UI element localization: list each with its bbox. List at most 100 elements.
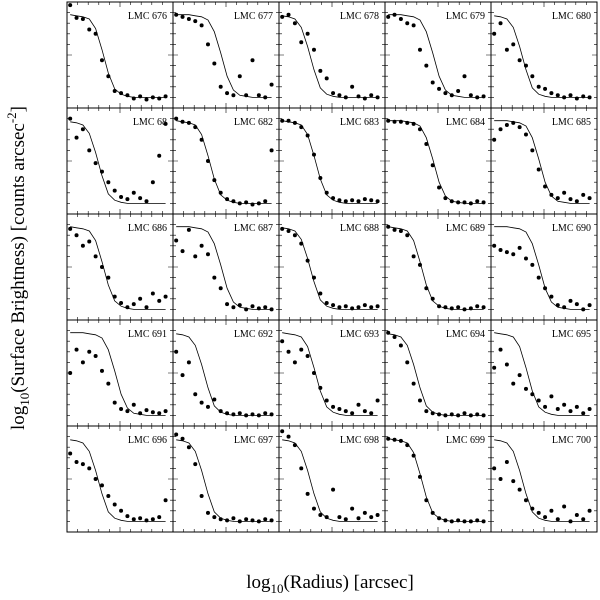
frame-tick bbox=[385, 214, 491, 320]
data-point bbox=[343, 95, 348, 100]
frame-tick bbox=[279, 2, 385, 108]
data-point bbox=[138, 94, 143, 99]
frame-tick bbox=[491, 214, 597, 320]
frame-tick bbox=[173, 426, 279, 532]
data-point bbox=[244, 413, 249, 418]
data-point bbox=[456, 518, 461, 523]
data-point bbox=[392, 12, 397, 17]
data-point bbox=[587, 95, 592, 100]
frame-tick bbox=[173, 426, 279, 532]
data-point bbox=[305, 258, 310, 263]
frame-tick bbox=[173, 320, 279, 426]
frame-tick bbox=[385, 214, 491, 320]
data-point bbox=[237, 519, 242, 524]
data-point bbox=[212, 397, 217, 402]
frame-tick bbox=[279, 108, 385, 214]
frame-tick bbox=[279, 426, 385, 532]
data-point bbox=[574, 513, 579, 518]
data-point bbox=[411, 453, 416, 458]
data-point bbox=[392, 227, 397, 232]
frame-tick bbox=[67, 426, 173, 532]
data-point bbox=[398, 119, 403, 124]
data-point bbox=[498, 477, 503, 481]
data-point bbox=[256, 413, 261, 418]
data-point bbox=[299, 40, 304, 45]
frame-tick bbox=[279, 214, 385, 320]
frame-tick bbox=[279, 320, 385, 426]
frame-tick bbox=[385, 2, 491, 108]
data-point bbox=[411, 254, 416, 259]
frame-tick bbox=[279, 320, 385, 426]
data-point bbox=[475, 304, 480, 309]
panel-title: LMC 686 bbox=[128, 223, 167, 234]
model-curve bbox=[282, 227, 378, 310]
frame-tick bbox=[491, 426, 597, 532]
frame-tick bbox=[173, 426, 279, 532]
data-point bbox=[343, 409, 348, 414]
data-point bbox=[212, 61, 217, 66]
data-point bbox=[343, 517, 348, 522]
data-point bbox=[411, 121, 416, 126]
data-point bbox=[193, 19, 198, 24]
data-point bbox=[475, 95, 480, 100]
data-point bbox=[318, 385, 323, 390]
data-point bbox=[443, 196, 448, 201]
y-label-close: ] bbox=[8, 106, 29, 112]
data-point bbox=[587, 407, 592, 412]
data-point bbox=[543, 515, 548, 520]
panel-title: LMC 684 bbox=[446, 117, 485, 128]
data-point bbox=[356, 516, 361, 521]
data-point bbox=[193, 392, 198, 397]
data-point bbox=[174, 432, 179, 437]
frame-tick bbox=[67, 2, 173, 108]
frame-tick bbox=[67, 426, 173, 532]
frame-tick bbox=[173, 214, 279, 320]
data-point bbox=[205, 159, 210, 163]
frame-tick bbox=[67, 214, 173, 320]
data-point bbox=[305, 491, 310, 496]
data-point bbox=[119, 91, 124, 96]
frame-tick bbox=[67, 2, 173, 108]
data-point bbox=[80, 16, 85, 21]
frame-tick bbox=[491, 108, 597, 214]
data-point bbox=[99, 265, 104, 269]
frame-tick bbox=[491, 2, 597, 108]
data-point bbox=[205, 42, 210, 47]
data-point bbox=[417, 127, 422, 132]
frame-tick bbox=[67, 426, 173, 532]
frame-tick bbox=[279, 214, 385, 320]
data-point bbox=[549, 394, 554, 399]
frame-tick bbox=[279, 426, 385, 532]
data-point bbox=[481, 305, 486, 310]
frame-tick bbox=[385, 108, 491, 214]
data-point bbox=[504, 362, 509, 367]
frame-tick bbox=[385, 108, 491, 214]
frame-tick bbox=[385, 320, 491, 426]
frame-tick bbox=[67, 108, 173, 214]
data-point bbox=[244, 200, 249, 205]
data-point bbox=[305, 354, 310, 359]
data-point bbox=[536, 510, 541, 515]
data-point bbox=[511, 381, 516, 386]
data-point bbox=[269, 412, 274, 417]
frame-tick bbox=[385, 214, 491, 320]
data-point bbox=[449, 306, 454, 311]
model-curve bbox=[388, 226, 484, 310]
data-point bbox=[449, 93, 454, 98]
frame-tick bbox=[491, 426, 597, 532]
data-point bbox=[218, 84, 223, 89]
frame-tick bbox=[491, 320, 597, 426]
data-point bbox=[93, 354, 98, 359]
data-point bbox=[144, 408, 149, 413]
model-curve bbox=[494, 226, 590, 310]
data-point bbox=[263, 517, 268, 522]
frame-tick bbox=[385, 320, 491, 426]
data-point bbox=[250, 58, 255, 63]
data-point bbox=[375, 95, 380, 100]
data-point bbox=[163, 498, 168, 503]
data-point bbox=[186, 120, 191, 125]
data-point bbox=[386, 436, 391, 441]
data-point bbox=[250, 518, 255, 523]
data-point bbox=[568, 519, 573, 524]
data-point bbox=[212, 515, 217, 520]
